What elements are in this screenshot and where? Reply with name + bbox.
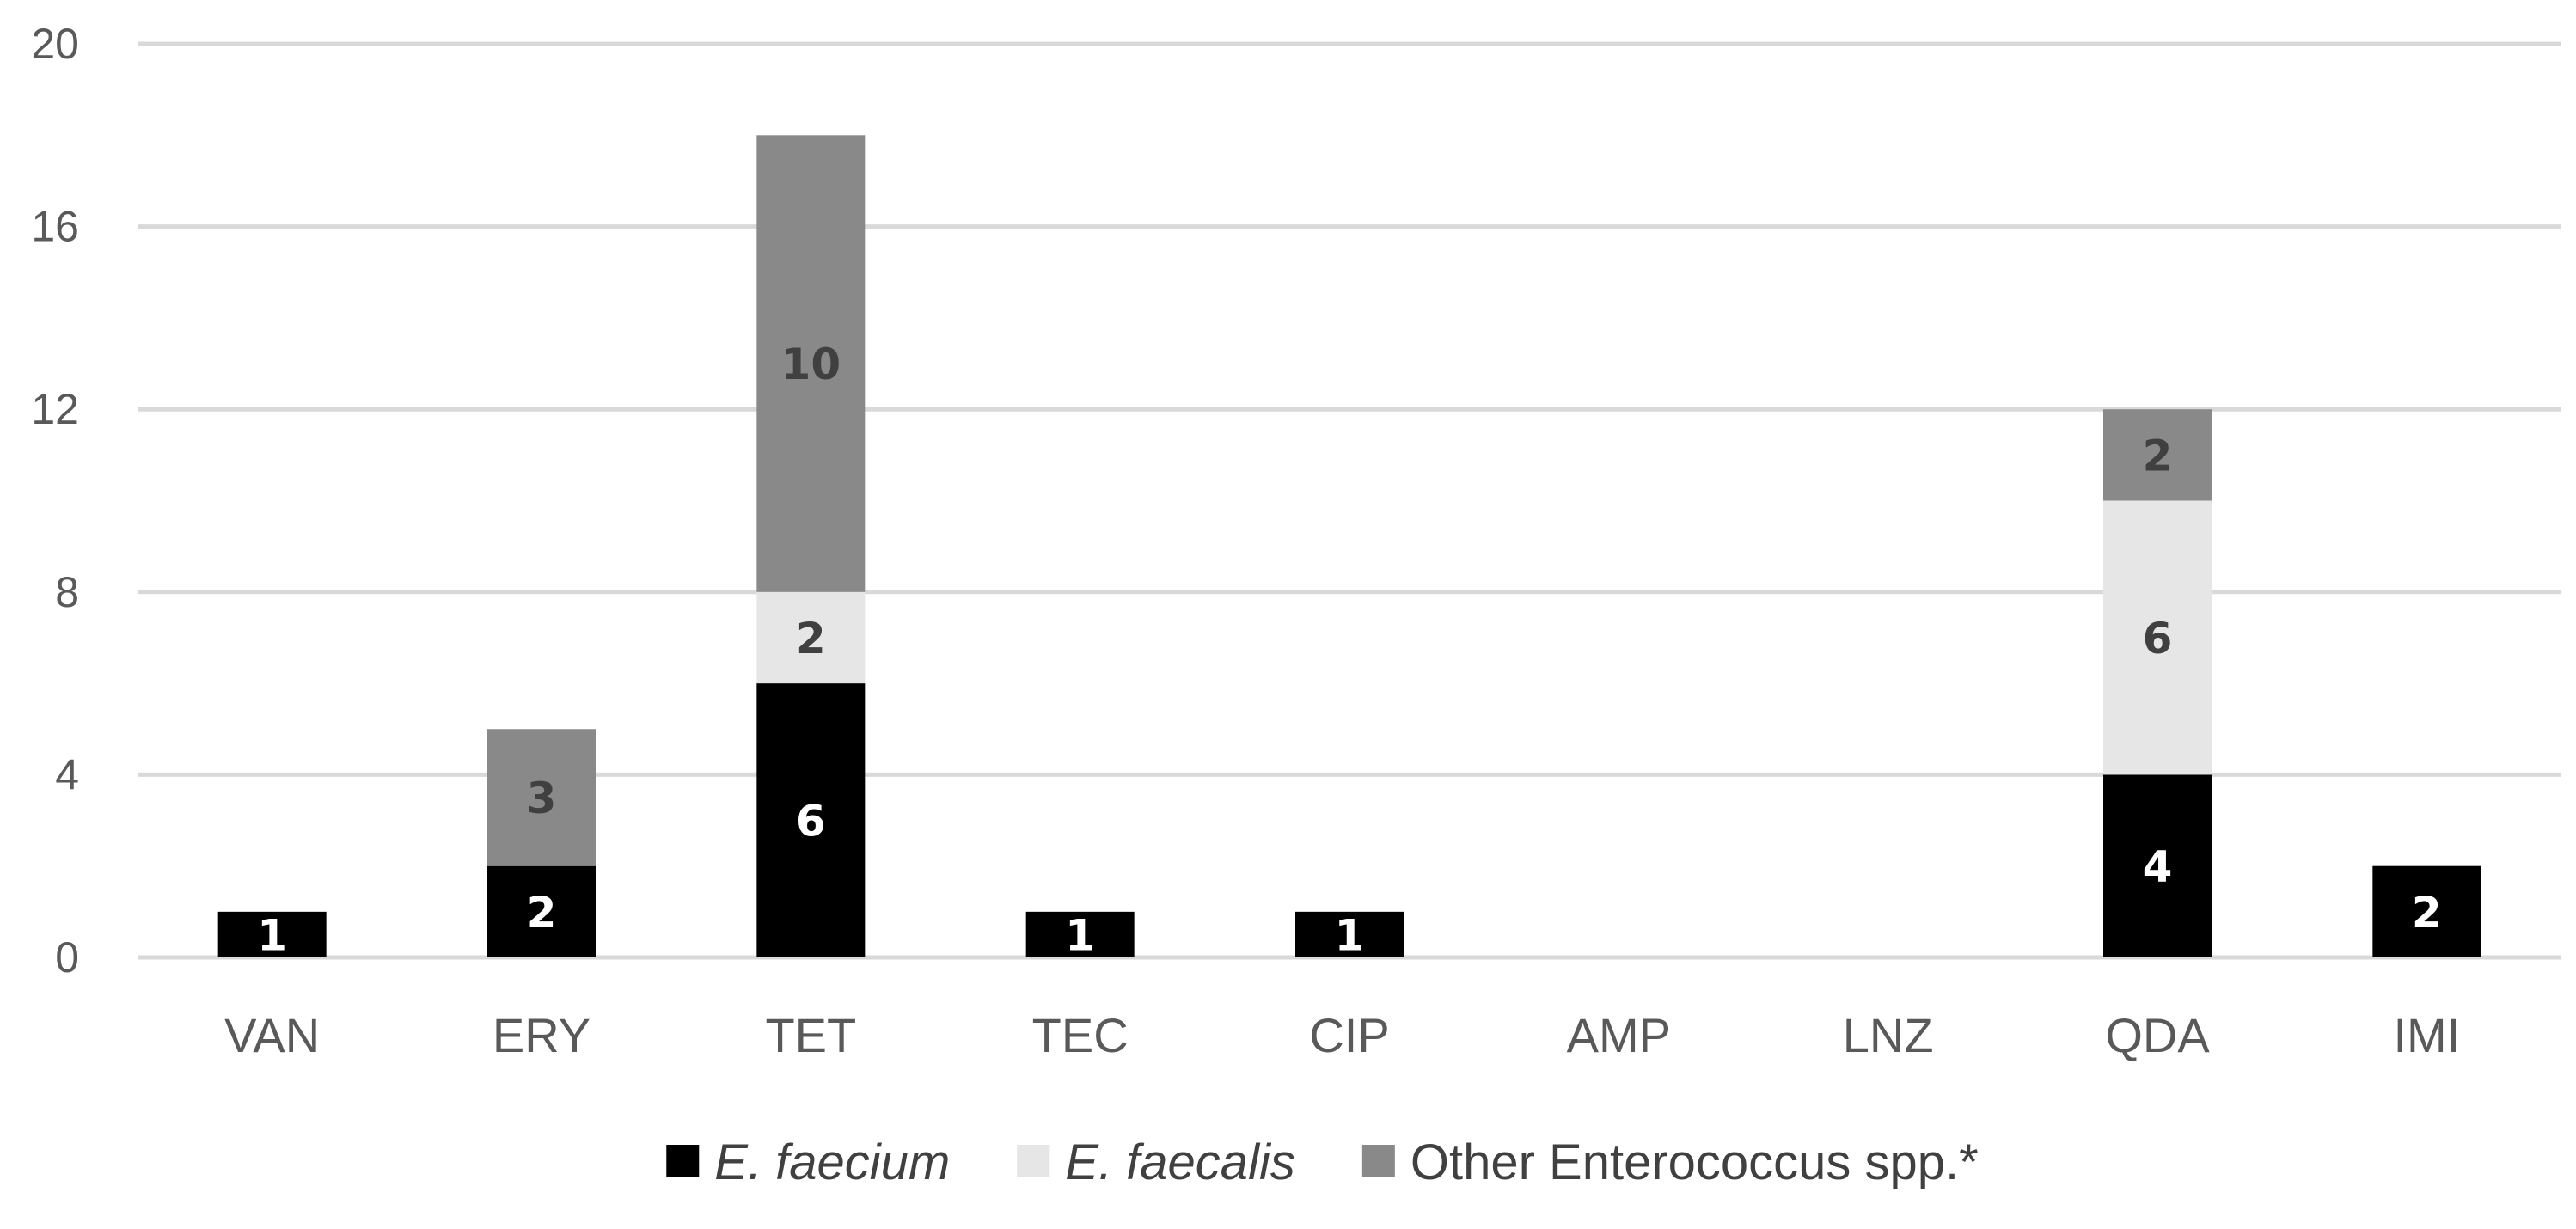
- x-tick-label-van: VAN: [224, 1008, 320, 1062]
- data-label-tec-series-0: 1: [1065, 910, 1095, 960]
- data-label-tet-series-1: 2: [796, 614, 826, 663]
- legend: E. faecium E. faecalis Other Enterococcus …: [666, 1134, 1979, 1190]
- data-label-imi-series-0: 2: [2412, 888, 2442, 938]
- legend-swatch-0: [666, 1145, 700, 1177]
- y-tick-label-16: 16: [31, 203, 79, 251]
- legend-label-1: E. faecalis: [1065, 1134, 1295, 1190]
- x-tick-label-cip: CIP: [1309, 1008, 1389, 1062]
- data-label-tet-series-0: 6: [796, 797, 826, 847]
- x-tick-label-qda: QDA: [2105, 1008, 2210, 1062]
- bar-tet-series-2: [756, 135, 866, 592]
- legend-item-2: Other Enterococcus spp.*: [1361, 1134, 1979, 1190]
- data-label-tet-series-2: 10: [781, 339, 841, 389]
- x-tick-label-amp: AMP: [1567, 1008, 1671, 1062]
- y-tick-label-8: 8: [55, 568, 79, 616]
- bar-tet-series-0: [756, 683, 866, 957]
- legend-label-2: Other Enterococcus spp.*: [1410, 1134, 1979, 1190]
- bar-tet-series-1: [756, 591, 866, 684]
- x-tick-label-ery: ERY: [493, 1008, 590, 1062]
- data-label-cip-series-0: 1: [1335, 910, 1365, 960]
- y-tick-label-4: 4: [55, 750, 79, 798]
- y-tick-label-12: 12: [31, 385, 79, 433]
- bar-cip-series-0: [1295, 911, 1404, 957]
- legend-swatch-2: [1361, 1145, 1395, 1177]
- bar-qda-series-2: [2103, 409, 2212, 501]
- x-tick-label-lnz: LNZ: [1843, 1008, 1934, 1062]
- y-tick-label-0: 0: [55, 933, 79, 981]
- bars: 1 2 3 6 2 10 1 1 4 6 2 2: [217, 135, 2481, 960]
- x-tick-label-tec: TEC: [1032, 1008, 1129, 1062]
- y-axis-ticks: 0 4 8 12 16 20: [31, 20, 79, 981]
- data-label-qda-series-2: 2: [2143, 431, 2173, 480]
- bar-ery-series-0: [487, 865, 596, 957]
- y-tick-label-20: 20: [31, 20, 79, 68]
- legend-label-0: E. faecium: [714, 1134, 950, 1190]
- legend-item-1: E. faecalis: [1017, 1134, 1295, 1190]
- data-label-ery-series-2: 3: [527, 773, 557, 823]
- data-label-qda-series-1: 6: [2143, 614, 2173, 663]
- legend-item-0: E. faecium: [666, 1134, 950, 1190]
- bar-ery-series-2: [487, 729, 596, 866]
- data-label-ery-series-0: 2: [527, 888, 557, 938]
- bar-qda-series-1: [2103, 500, 2212, 775]
- bar-tec-series-0: [1025, 911, 1135, 957]
- x-axis-ticks: VAN ERY TET TEC CIP AMP LNZ QDA IMI: [224, 1008, 2460, 1062]
- x-tick-label-tet: TET: [765, 1008, 856, 1062]
- data-label-qda-series-0: 4: [2143, 842, 2173, 892]
- data-label-van-series-0: 1: [257, 910, 287, 960]
- bar-qda-series-0: [2103, 774, 2212, 957]
- bar-van-series-0: [217, 911, 327, 957]
- bar-imi-series-0: [2372, 865, 2481, 957]
- legend-swatch-1: [1017, 1145, 1050, 1177]
- x-tick-label-imi: IMI: [2393, 1008, 2460, 1062]
